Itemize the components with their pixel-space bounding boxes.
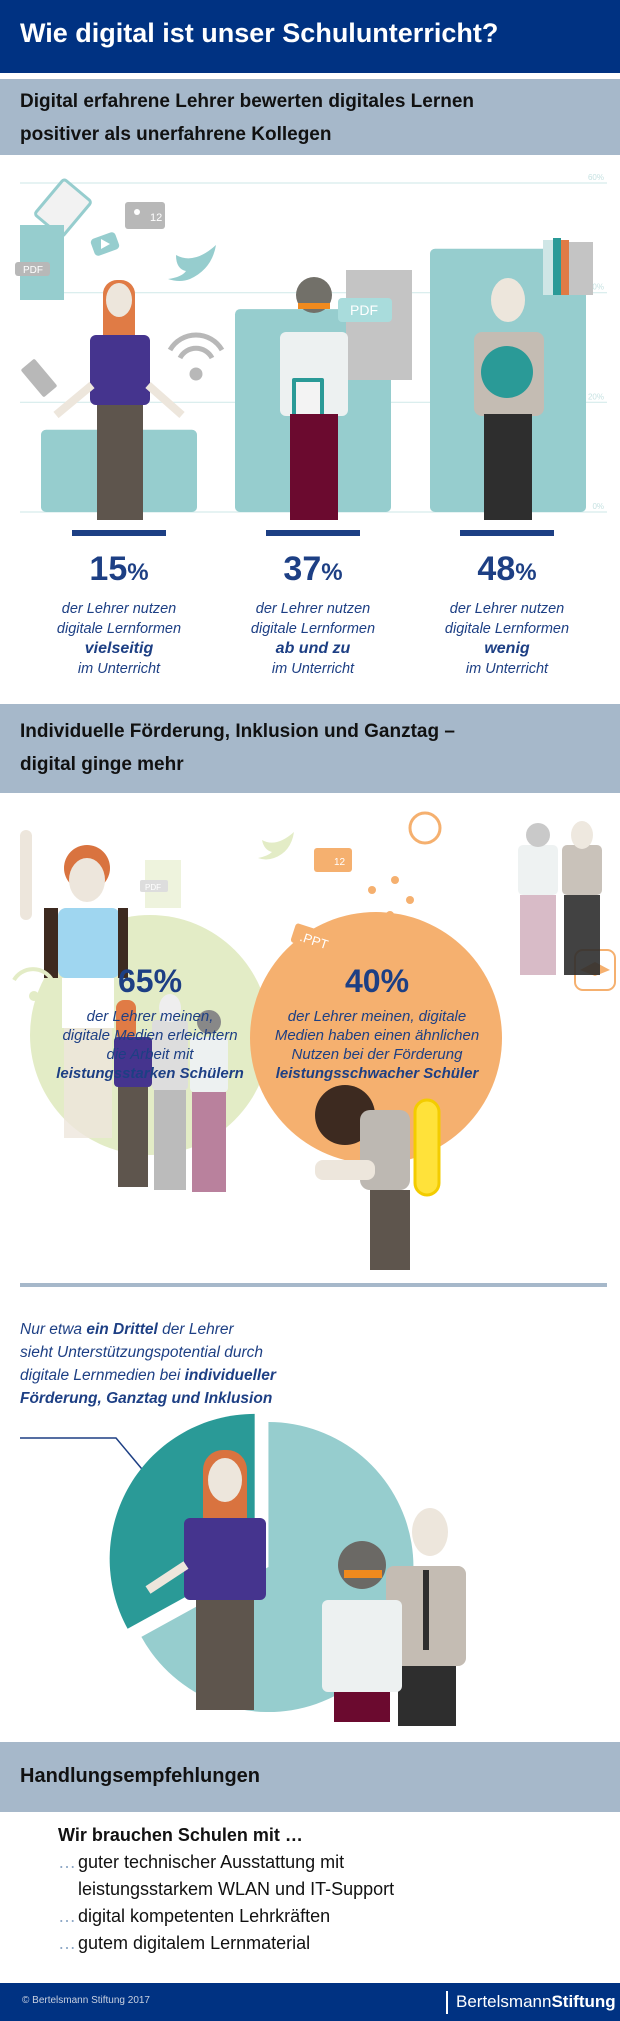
teacher-figure-man — [322, 1541, 402, 1722]
globe-icon — [408, 811, 442, 845]
recommendation-item: … digital kompetenten Lehrkräften — [58, 1906, 331, 1926]
recommendations-list: Wir brauchen Schulen mit … … guter techni… — [58, 1822, 394, 1957]
recommendation-item: leistungsstarkem WLAN und IT-Support — [78, 1879, 395, 1899]
stat-divider — [266, 530, 360, 536]
pie-illustration — [20, 1413, 466, 1726]
teacher-figure-man-bald — [386, 1508, 466, 1726]
logo-divider — [446, 1991, 448, 2014]
section-header-2: Individuelle Förderung, Inklusion und Ga… — [0, 704, 620, 793]
molecule-icon — [368, 876, 414, 919]
stat-vielseitig: 15% der Lehrer nutzen digitale Lernformen… — [56, 550, 182, 677]
social-counter-icon: 12 — [314, 848, 352, 872]
stat-divider — [460, 530, 554, 536]
teacher-group-figures — [518, 821, 602, 975]
copyright: © Bertelsmann Stiftung 2017 — [22, 1995, 150, 2006]
svg-text:PDF: PDF — [145, 883, 161, 892]
section-title-line: Individuelle Förderung, Inklusion und Ga… — [20, 721, 455, 742]
student-figure-waving — [20, 830, 128, 1138]
teacher-figure-man-globe — [474, 278, 544, 520]
svg-text:12: 12 — [334, 857, 346, 868]
wifi-icon — [167, 332, 225, 381]
stat-ab-und-zu: 37% der Lehrer nutzen digitale Lernformen… — [250, 550, 376, 677]
twitter-icon — [258, 832, 294, 860]
page-title: Wie digital ist unser Schulunterricht? — [0, 0, 620, 73]
circles-illustration: PDF 12 .PPT — [12, 811, 616, 1270]
section-header-3: Handlungsempfehlungen — [0, 1742, 620, 1812]
teacher-group-figures — [114, 994, 228, 1192]
ppt-label: .PPT — [290, 923, 344, 957]
video-icon — [90, 232, 120, 256]
teacher-figure-man-tablet — [280, 277, 348, 520]
social-counter-icon: 12 — [125, 202, 165, 229]
svg-text:PDF: PDF — [23, 265, 43, 276]
phone-icon — [21, 359, 57, 397]
section-title-line: digital ginge mehr — [20, 754, 184, 775]
svg-text:12: 12 — [150, 212, 162, 224]
svg-text:PDF: PDF — [350, 302, 378, 318]
pdf-document-icon: PDF — [15, 225, 64, 300]
y-tick-label: 40% — [588, 283, 604, 292]
y-tick-label: 60% — [588, 173, 604, 182]
section-title-line: positiver als unerfahrene Kollegen — [20, 124, 332, 145]
teacher-figure-woman — [145, 1450, 266, 1710]
recommendations-intro: Wir brauchen Schulen mit … — [58, 1825, 303, 1845]
y-tick-label: 0% — [592, 502, 604, 511]
bertelsmann-logo: BertelsmannStiftung — [456, 1992, 616, 2011]
recommendation-item: … guter technischer Ausstattung mit — [58, 1852, 345, 1872]
teacher-figure-woman — [53, 280, 185, 520]
circle-stat-strong: 65% der Lehrer meinen, digitale Medien er… — [56, 963, 244, 1082]
divider — [20, 1283, 607, 1287]
section-title-line: Digital erfahrene Lehrer bewerten digita… — [20, 91, 475, 112]
footer: © Bertelsmann Stiftung 2017 BertelsmannS… — [0, 1983, 620, 2021]
twitter-icon — [168, 245, 216, 281]
section-header-1: Digital erfahrene Lehrer bewerten digita… — [0, 79, 620, 155]
stat-divider — [72, 530, 166, 536]
wifi-icon — [12, 967, 54, 1001]
orange-circle — [250, 912, 502, 1164]
books-icon — [543, 238, 593, 295]
circle-stat-weak: 40% der Lehrer meinen, digitale Medien ha… — [274, 963, 480, 1082]
usage-bar-chart: 0% 20% 40% 60% 12 PDF PDF — [15, 173, 607, 520]
stat-wenig: 48% der Lehrer nutzen digitale Lernformen… — [444, 550, 570, 677]
pdf-document-icon: PDF — [140, 860, 181, 908]
third-statement: Nur etwa ein Drittel der Lehrer sieht Un… — [20, 1321, 276, 1407]
recommendation-item: … gutem digitalem Lernmaterial — [58, 1933, 311, 1953]
y-tick-label: 20% — [588, 392, 604, 401]
student-figure-sitting — [315, 1085, 441, 1270]
pdf-document-icon: PDF — [338, 270, 412, 380]
